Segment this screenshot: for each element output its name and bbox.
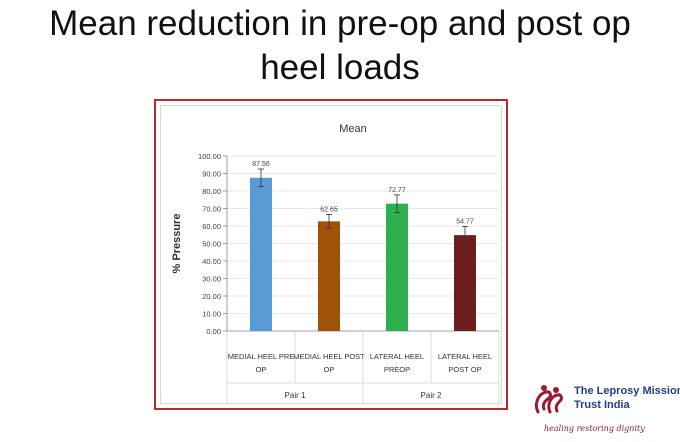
y-tick-label: 30.00 [202,275,221,284]
x-tick-label: OP [324,365,335,374]
bar-chart: Mean % Pressure 0.00 10.00 20.00 30.00 40.00 50… [171,123,500,403]
bar [386,203,408,331]
group-label: Pair 1 [285,391,306,400]
x-tick-label: LATERAL HEEL [438,352,492,361]
x-tick-label: LATERAL HEEL [370,352,424,361]
chart-area: Mean % Pressure 0.00 10.00 20.00 30.00 40.00 50… [160,105,502,404]
data-label: 54.77 [456,218,474,225]
y-tick-label: 50.00 [202,240,221,249]
bar [454,235,476,331]
y-tick-label: 10.00 [202,310,221,319]
y-tick-label: 90.00 [202,170,221,179]
y-tick-label: 60.00 [202,222,221,231]
y-axis-label: % Pressure [171,214,183,274]
data-label: 62.65 [320,206,338,213]
logo-mark-icon [534,385,563,414]
leprosy-mission-logo: The Leprosy Mission Trust India healing … [530,380,680,440]
logo-name-line1: The Leprosy Mission [574,385,680,397]
y-tick-label: 100.00 [198,152,221,161]
x-tick-label: MEDIAL HEEL PRE [228,352,295,361]
bar [250,177,272,331]
slide-title-line1: Mean reduction in pre-op and post op [49,4,631,43]
data-label: 87.56 [252,161,270,168]
slide-title-line2: heel loads [260,48,420,87]
x-tick-label: OP [256,365,267,374]
bar [318,221,340,331]
y-tick-label: 80.00 [202,187,221,196]
x-tick-label: POST OP [448,365,481,374]
slide-title: Mean reduction in pre-op and post op hee… [0,2,680,90]
logo-name-line2: Trust India [574,399,630,411]
logo-tagline: healing restoring dignity [544,424,645,433]
y-tick-label: 20.00 [202,292,221,301]
chart-title: Mean [339,123,367,135]
y-tick-label: 70.00 [202,205,221,214]
y-tick-label: 40.00 [202,257,221,266]
data-label: 72.77 [388,187,406,194]
x-tick-label: MEDIAL HEEL POST [293,352,365,361]
group-label: Pair 2 [421,391,442,400]
chart-frame: Mean % Pressure 0.00 10.00 20.00 30.00 40.00 50… [154,99,508,410]
x-tick-label: PREOP [384,365,410,374]
y-tick-label: 0.00 [206,327,221,336]
